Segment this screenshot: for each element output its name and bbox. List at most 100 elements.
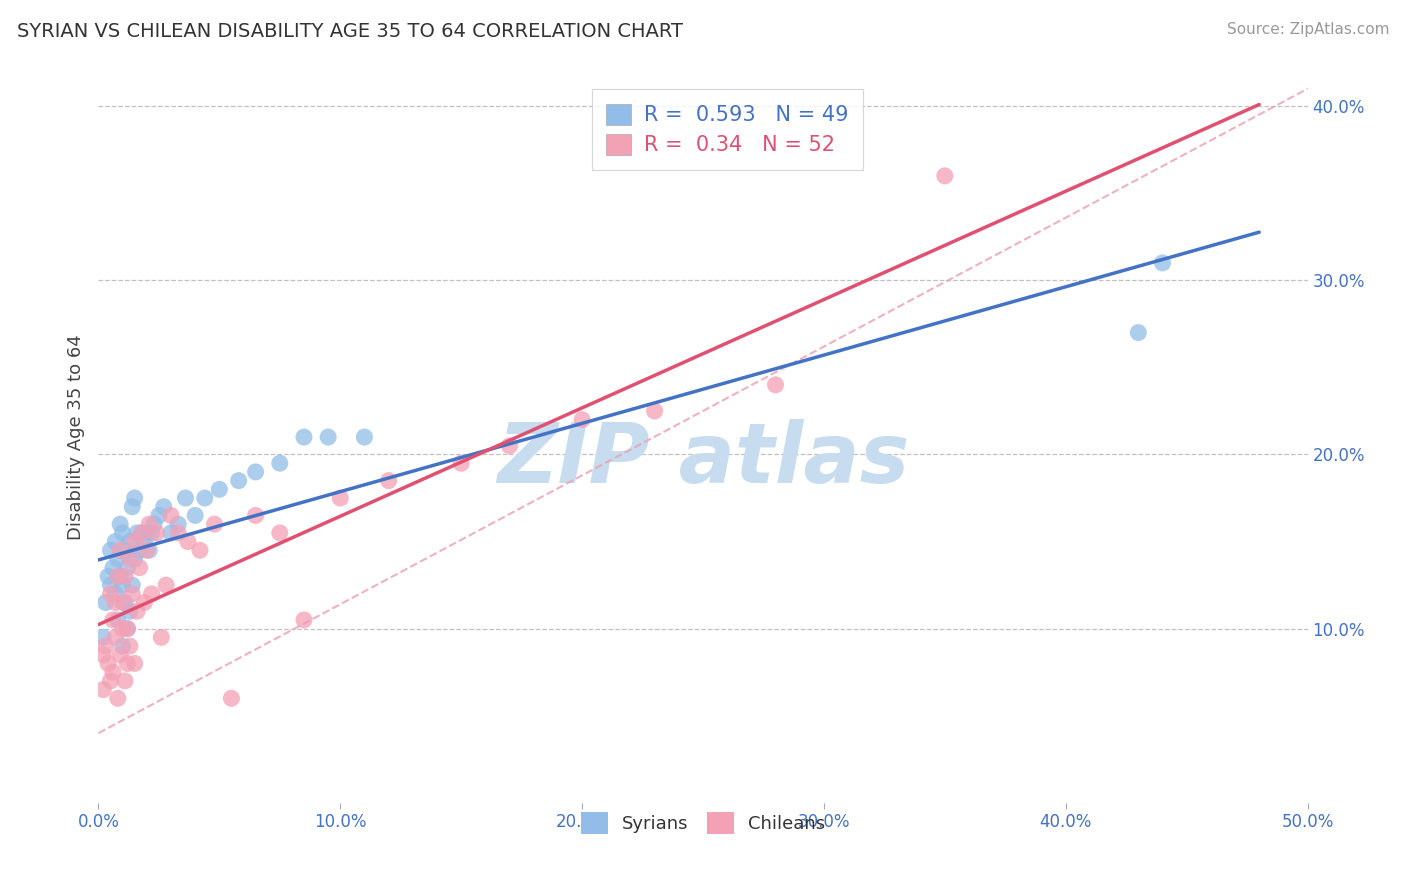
Point xyxy=(117,657,139,671)
Point xyxy=(117,560,139,574)
Point xyxy=(571,412,593,426)
Point xyxy=(353,430,375,444)
Point xyxy=(135,525,157,540)
Point xyxy=(174,491,197,505)
Point xyxy=(124,534,146,549)
Point xyxy=(167,517,190,532)
Point xyxy=(104,587,127,601)
Point xyxy=(124,657,146,671)
Point xyxy=(94,639,117,653)
Point xyxy=(104,595,127,609)
Point xyxy=(269,525,291,540)
Point xyxy=(104,631,127,645)
Point xyxy=(316,430,339,444)
Point xyxy=(104,534,127,549)
Point xyxy=(118,604,141,618)
Point xyxy=(114,673,136,688)
Point xyxy=(117,622,139,636)
Point xyxy=(245,508,267,523)
Point xyxy=(111,622,134,636)
Point xyxy=(111,639,134,653)
Point xyxy=(111,595,134,609)
Point xyxy=(108,569,131,583)
Point xyxy=(108,543,131,558)
Point xyxy=(118,639,141,653)
Point xyxy=(377,474,399,488)
Point xyxy=(111,578,134,592)
Point xyxy=(108,648,131,662)
Point xyxy=(194,491,217,505)
Point xyxy=(148,508,170,523)
Point xyxy=(188,543,211,558)
Point xyxy=(934,169,956,183)
Point xyxy=(121,578,143,592)
Point xyxy=(118,552,141,566)
Point xyxy=(150,631,173,645)
Point xyxy=(644,404,666,418)
Point xyxy=(117,622,139,636)
Point xyxy=(138,517,160,532)
Point xyxy=(245,465,267,479)
Point xyxy=(138,543,160,558)
Point xyxy=(114,595,136,609)
Point xyxy=(134,595,156,609)
Point xyxy=(94,595,117,609)
Point xyxy=(141,525,163,540)
Point xyxy=(160,508,183,523)
Point xyxy=(145,525,167,540)
Point xyxy=(101,665,124,680)
Point xyxy=(107,569,129,583)
Point xyxy=(100,578,122,592)
Point xyxy=(1128,326,1150,340)
Point xyxy=(143,517,166,532)
Point xyxy=(121,500,143,514)
Point xyxy=(100,673,122,688)
Point xyxy=(107,691,129,706)
Point xyxy=(134,534,156,549)
Point xyxy=(292,430,315,444)
Point xyxy=(107,613,129,627)
Point xyxy=(127,604,149,618)
Point xyxy=(100,587,122,601)
Point xyxy=(127,525,149,540)
Y-axis label: Disability Age 35 to 64: Disability Age 35 to 64 xyxy=(66,334,84,540)
Point xyxy=(108,517,131,532)
Point xyxy=(329,491,352,505)
Point xyxy=(208,483,231,497)
Point xyxy=(101,613,124,627)
Point xyxy=(101,560,124,574)
Point xyxy=(152,500,174,514)
Point xyxy=(114,543,136,558)
Text: Source: ZipAtlas.com: Source: ZipAtlas.com xyxy=(1226,22,1389,37)
Point xyxy=(91,631,114,645)
Point xyxy=(121,587,143,601)
Point xyxy=(128,543,150,558)
Point xyxy=(765,377,787,392)
Point xyxy=(118,534,141,549)
Point xyxy=(97,657,120,671)
Point xyxy=(91,648,114,662)
Point xyxy=(160,525,183,540)
Point xyxy=(184,508,207,523)
Point xyxy=(100,543,122,558)
Point xyxy=(131,525,153,540)
Point xyxy=(135,543,157,558)
Point xyxy=(221,691,243,706)
Point xyxy=(1152,256,1174,270)
Point xyxy=(450,456,472,470)
Point xyxy=(177,534,200,549)
Legend: Syrians, Chileans: Syrians, Chileans xyxy=(567,797,839,848)
Point xyxy=(128,560,150,574)
Point xyxy=(97,569,120,583)
Point xyxy=(111,525,134,540)
Point xyxy=(131,525,153,540)
Point xyxy=(91,682,114,697)
Point xyxy=(107,552,129,566)
Point xyxy=(204,517,226,532)
Text: ZIP atlas: ZIP atlas xyxy=(496,418,910,500)
Point xyxy=(228,474,250,488)
Point xyxy=(167,525,190,540)
Point xyxy=(124,491,146,505)
Point xyxy=(141,587,163,601)
Point xyxy=(124,552,146,566)
